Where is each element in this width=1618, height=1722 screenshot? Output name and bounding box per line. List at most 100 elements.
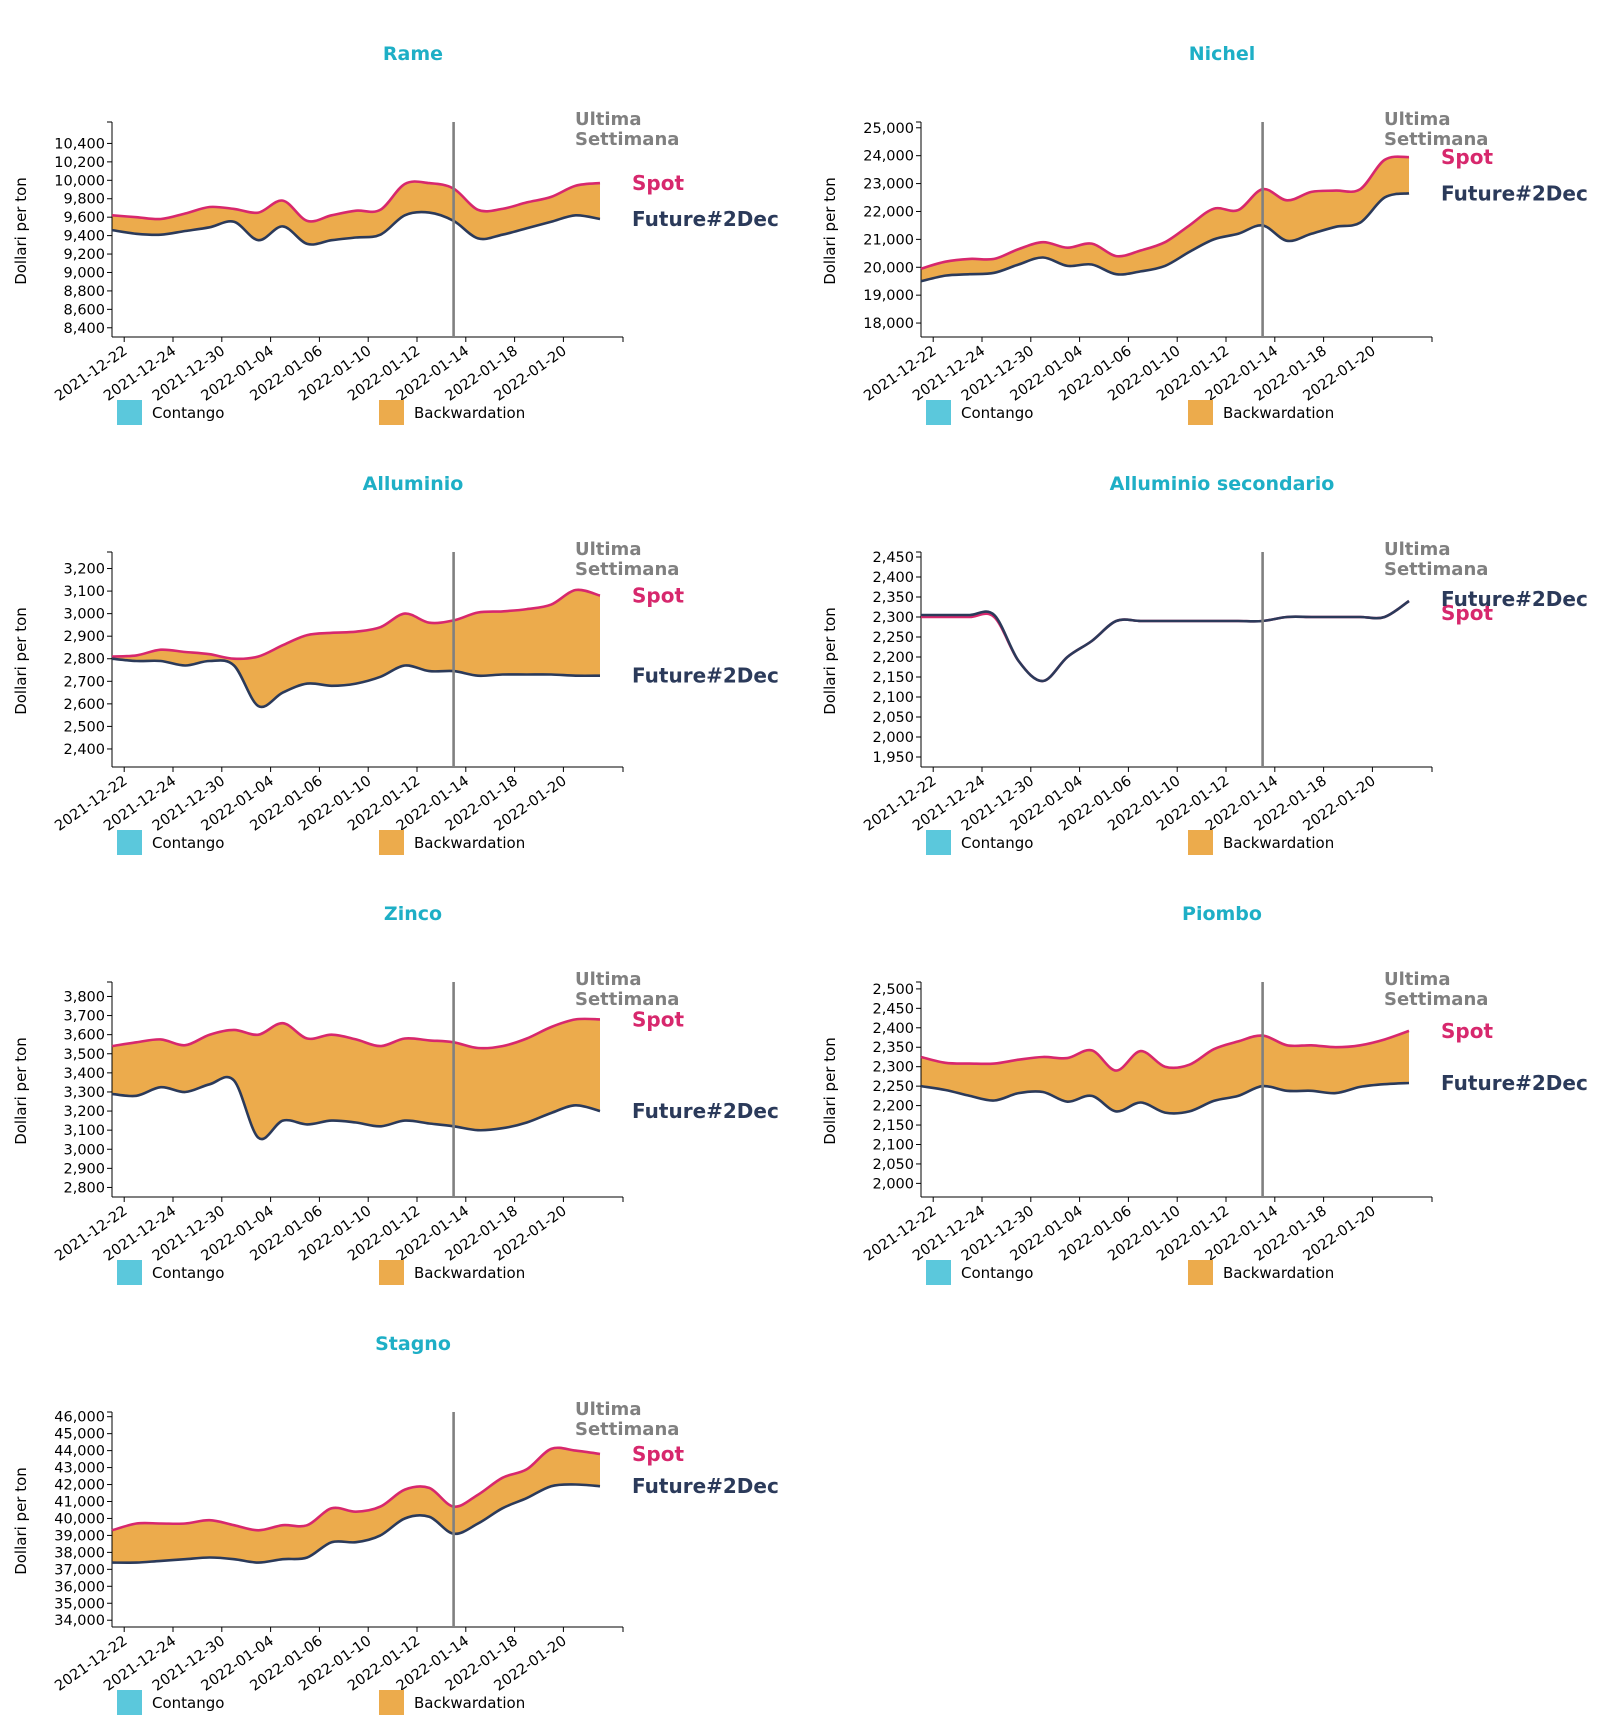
y-tick-label: 42,000 (54, 1478, 105, 1494)
future-line (920, 192, 1410, 283)
y-tick-label: 18,000 (863, 316, 914, 332)
y-tick-label: 3,500 (63, 1047, 105, 1063)
y-tick-label: 37,000 (54, 1562, 105, 1578)
legend-label-backwardation: Backwardation (414, 1694, 525, 1712)
y-tick-label: 2,450 (872, 1001, 914, 1017)
future-label: Future#2Dec (1441, 1071, 1588, 1095)
y-tick-label: 9,400 (63, 229, 105, 245)
last-week-label: Ultima (575, 109, 641, 130)
legend-label-backwardation: Backwardation (414, 404, 525, 422)
y-tick-label: 2,000 (872, 730, 914, 746)
y-tick-label: 38,000 (54, 1545, 105, 1561)
spot-line (111, 1446, 601, 1532)
y-tick-label: 2,000 (872, 1176, 914, 1192)
chart-nichel: Nichel Dollari per ton 18,000 19,000 20,000 2… (821, 43, 1588, 425)
spot-label: Spot (632, 584, 684, 608)
y-tick-label: 23,000 (863, 177, 914, 193)
y-tick-label: 3,000 (63, 607, 105, 623)
y-tick-label: 21,000 (863, 232, 914, 248)
last-week-label: Ultima (1384, 539, 1450, 560)
last-week-label: Ultima (575, 969, 641, 990)
y-tick-label: 3,200 (63, 562, 105, 578)
y-axis-label: Dollari per ton (12, 607, 30, 715)
y-tick-label: 3,100 (63, 584, 105, 600)
legend-label-backwardation: Backwardation (1223, 834, 1334, 852)
chart-title: Stagno (375, 1333, 451, 1355)
chart-title: Piombo (1182, 903, 1262, 925)
y-tick-label: 2,800 (63, 652, 105, 668)
legend-swatch-backwardation (379, 1260, 404, 1285)
y-tick-label: 41,000 (54, 1494, 105, 1510)
legend-swatch-backwardation (379, 400, 404, 425)
y-tick-label: 2,400 (63, 742, 105, 758)
y-tick-label: 10,000 (54, 173, 105, 189)
last-week-label: Ultima (1384, 969, 1450, 990)
y-tick-label: 3,300 (63, 1085, 105, 1101)
chart-zinco: Zinco Dollari per ton 2,800 2,900 3,000 3,100… (12, 903, 779, 1285)
spot-line (920, 1029, 1410, 1072)
backwardation-area (112, 181, 600, 245)
legend-swatch-contango (117, 1690, 142, 1715)
spot-label: Spot (1441, 1019, 1493, 1043)
legend-swatch-backwardation (379, 1690, 404, 1715)
y-tick-label: 9,600 (63, 210, 105, 226)
y-tick-label: 2,100 (872, 1137, 914, 1153)
y-axis-label: Dollari per ton (12, 1037, 30, 1145)
y-tick-label: 19,000 (863, 288, 914, 304)
y-tick-label: 8,600 (63, 302, 105, 318)
y-tick-label: 8,400 (63, 321, 105, 337)
y-tick-label: 46,000 (54, 1410, 105, 1426)
y-tick-label: 2,100 (872, 690, 914, 706)
legend-label-backwardation: Backwardation (414, 834, 525, 852)
legend-label-contango: Contango (961, 834, 1033, 852)
y-axis-label: Dollari per ton (12, 177, 30, 285)
legend-swatch-contango (926, 1260, 951, 1285)
legend-swatch-contango (117, 400, 142, 425)
future-line (111, 210, 601, 246)
legend-swatch-backwardation (1188, 1260, 1213, 1285)
y-tick-label: 2,250 (872, 630, 914, 646)
y-tick-label: 43,000 (54, 1461, 105, 1477)
y-tick-label: 10,200 (54, 155, 105, 171)
y-tick-label: 44,000 (54, 1444, 105, 1460)
y-tick-label: 9,000 (63, 265, 105, 281)
legend-swatch-contango (926, 830, 951, 855)
spot-label: Spot (632, 171, 684, 195)
chart-title: Nichel (1189, 43, 1256, 65)
backwardation-area (921, 156, 1409, 282)
chart-alluminio: Alluminio Dollari per ton 2,400 2,500 2,600 2… (12, 473, 779, 855)
y-tick-label: 2,300 (872, 610, 914, 626)
spot-line (111, 180, 601, 223)
future-line (920, 599, 1410, 683)
chart-title: Alluminio secondario (1110, 473, 1335, 495)
y-tick-label: 22,000 (863, 204, 914, 220)
spot-label: Spot (632, 1442, 684, 1466)
backwardation-area (112, 1018, 600, 1140)
y-tick-label: 2,150 (872, 670, 914, 686)
y-tick-label: 3,200 (63, 1104, 105, 1120)
chart-title: Alluminio (363, 473, 464, 495)
chart-alluminio-secondario: Alluminio secondario Dollari per ton 1,950… (821, 473, 1588, 855)
y-tick-label: 2,800 (63, 1180, 105, 1196)
spot-line (111, 1017, 601, 1050)
y-tick-label: 2,250 (872, 1079, 914, 1095)
legend-label-backwardation: Backwardation (1223, 1264, 1334, 1282)
legend-swatch-contango (117, 830, 142, 855)
y-tick-label: 3,000 (63, 1142, 105, 1158)
last-week-label: Ultima (575, 539, 641, 560)
y-tick-label: 10,400 (54, 136, 105, 152)
backwardation-area (112, 1447, 600, 1563)
last-week-label: Settimana (1384, 989, 1488, 1010)
chart-title: Rame (383, 43, 443, 65)
y-tick-label: 40,000 (54, 1511, 105, 1527)
y-tick-label: 2,700 (63, 674, 105, 690)
spot-label: Spot (632, 1007, 684, 1031)
y-tick-label: 2,400 (872, 570, 914, 586)
chart-title: Zinco (384, 903, 442, 925)
legend-label-contango: Contango (152, 404, 224, 422)
legend-swatch-contango (117, 1260, 142, 1285)
y-tick-label: 3,800 (63, 989, 105, 1005)
y-tick-label: 45,000 (54, 1427, 105, 1443)
spot-line (920, 599, 1410, 683)
